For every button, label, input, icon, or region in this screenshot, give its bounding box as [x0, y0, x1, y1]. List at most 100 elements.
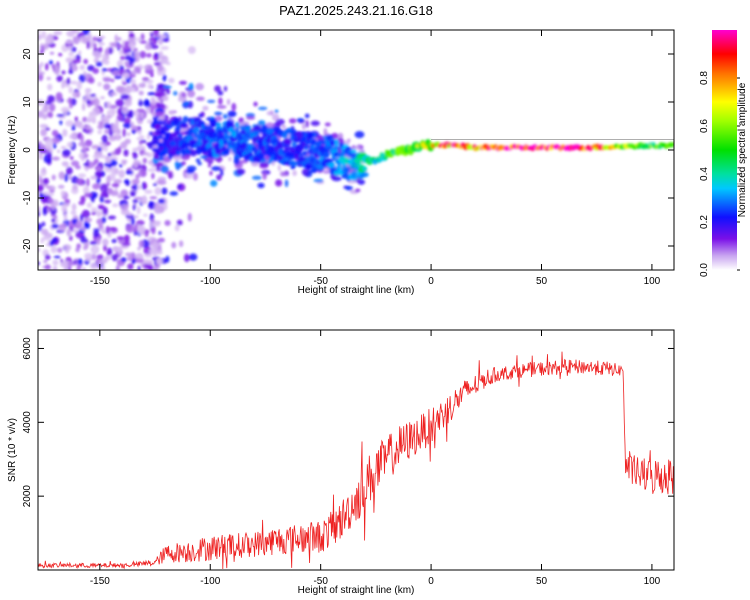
spectrogram-cell	[49, 51, 55, 55]
spectrogram-ridge	[222, 139, 228, 145]
spectrogram-cell	[135, 173, 140, 180]
spectrogram-cell	[52, 259, 59, 266]
spectrogram-cell	[38, 30, 41, 33]
spectrogram-cell	[183, 253, 190, 263]
spectrogram-cell	[38, 71, 46, 75]
spectrogram-cell	[63, 108, 68, 115]
spectrogram-cell	[245, 116, 256, 120]
spectrogram-cell	[296, 117, 305, 123]
spectrogram-cell	[63, 84, 71, 88]
spectrogram-cell	[78, 200, 85, 206]
spectrogram-cell	[141, 77, 150, 82]
spectrogram-ridge	[291, 141, 297, 147]
spectrogram-cell	[101, 190, 108, 198]
spectrogram-cell	[98, 42, 105, 46]
spectrogram-cell	[51, 237, 58, 243]
spectrogram-cell	[71, 203, 77, 211]
spectrogram-cell	[43, 259, 48, 264]
spectrogram-cell	[87, 77, 95, 84]
spectrogram-cell	[90, 207, 98, 213]
spectrogram-cell	[272, 113, 280, 122]
spectrogram-cell	[85, 118, 93, 123]
spectrogram-cell	[92, 183, 101, 190]
spectrogram-cell	[151, 227, 156, 235]
spectrogram-cell	[92, 36, 98, 42]
spectrogram-cell	[120, 203, 129, 211]
spectrogram-ridge	[346, 151, 353, 158]
x-tick-label: -100	[200, 276, 220, 287]
spectrogram-cell	[145, 99, 151, 109]
spectrogram-cell	[38, 99, 45, 106]
spectrogram-cell	[38, 247, 41, 252]
spectrogram-cell	[125, 252, 133, 257]
colorbar-tick-label: 0.2	[699, 215, 710, 229]
spectrogram-cell	[103, 83, 111, 91]
y-tick-label: 2000	[22, 485, 33, 508]
spectrogram-cell	[56, 114, 65, 118]
spectrogram-cell	[92, 98, 100, 107]
spectrogram-ridge	[310, 144, 316, 150]
spectrogram-cell	[51, 223, 59, 229]
spectrogram-cell	[174, 224, 180, 232]
spectrogram-cell	[44, 138, 54, 148]
spectrogram-cell	[38, 205, 41, 213]
spectrogram-ridge	[216, 121, 222, 129]
spectrogram-cell	[84, 252, 93, 260]
x-tick-label: -50	[313, 576, 328, 587]
spectrogram-cell	[157, 156, 165, 162]
spectrogram-cell	[101, 134, 108, 144]
spectrogram-cell	[132, 147, 139, 152]
spectrogram-cell	[109, 190, 119, 197]
spectrogram-cell	[116, 37, 122, 42]
spectrogram-cell	[67, 262, 76, 266]
spectrogram-cell	[135, 66, 142, 73]
spectrogram-cell	[258, 106, 268, 111]
spectrogram-ridge	[216, 134, 226, 142]
spectrogram-ridge	[306, 132, 314, 140]
spectrogram-cell	[42, 167, 46, 174]
snr-frame	[37, 329, 675, 571]
spectrogram-cell	[142, 157, 148, 164]
spectrogram-cell	[135, 252, 144, 257]
spectrogram-cell	[52, 143, 57, 150]
spectrogram-cell	[71, 46, 77, 53]
spectrogram-ridge	[329, 140, 336, 146]
spectrogram-cell	[132, 203, 136, 211]
spectrogram-cell	[178, 240, 184, 248]
spectrogram-cell	[78, 50, 82, 55]
colorbar-scale	[712, 30, 737, 270]
spectrogram-cell	[147, 91, 156, 96]
spectrogram-cell	[119, 55, 126, 61]
spectrogram-cell	[42, 206, 47, 216]
spectrogram-cell	[155, 110, 164, 117]
spectrogram-cell	[86, 129, 91, 133]
spectrogram-cell	[61, 70, 66, 75]
spectrogram-cell	[70, 80, 78, 85]
spectrogram-cell	[120, 257, 127, 263]
colorbar-tick-label: 0.0	[699, 263, 710, 277]
y-tick-label: -20	[22, 238, 33, 253]
spectrogram-cell	[113, 179, 123, 184]
spectrogram-cell	[217, 90, 224, 96]
spectrogram-cell	[136, 206, 141, 215]
spectrogram-cell	[195, 158, 201, 163]
y-tick-label: 4000	[22, 411, 33, 434]
spectrogram-cell	[103, 244, 108, 252]
spectrogram-cell	[58, 171, 65, 180]
spectrogram-cell	[143, 213, 148, 217]
spectrogram-cell	[138, 240, 144, 248]
spectrogram-cell	[305, 120, 309, 128]
spectrogram-cell	[215, 115, 223, 122]
spectrogram-cell	[38, 174, 41, 180]
spectrogram-cell	[63, 213, 68, 222]
spectrogram-cell	[132, 110, 139, 116]
spectrogram-cell	[78, 141, 86, 147]
spectrogram-cell	[280, 171, 287, 177]
spectrogram-cell	[218, 97, 223, 105]
spectrogram-cell	[115, 85, 124, 93]
spectrogram-cell	[185, 169, 195, 174]
spectrogram-cell	[91, 253, 97, 261]
y-tick-label: 6000	[22, 337, 33, 360]
spectrogram-cell	[118, 238, 125, 245]
spectrogram-cell	[82, 98, 87, 104]
